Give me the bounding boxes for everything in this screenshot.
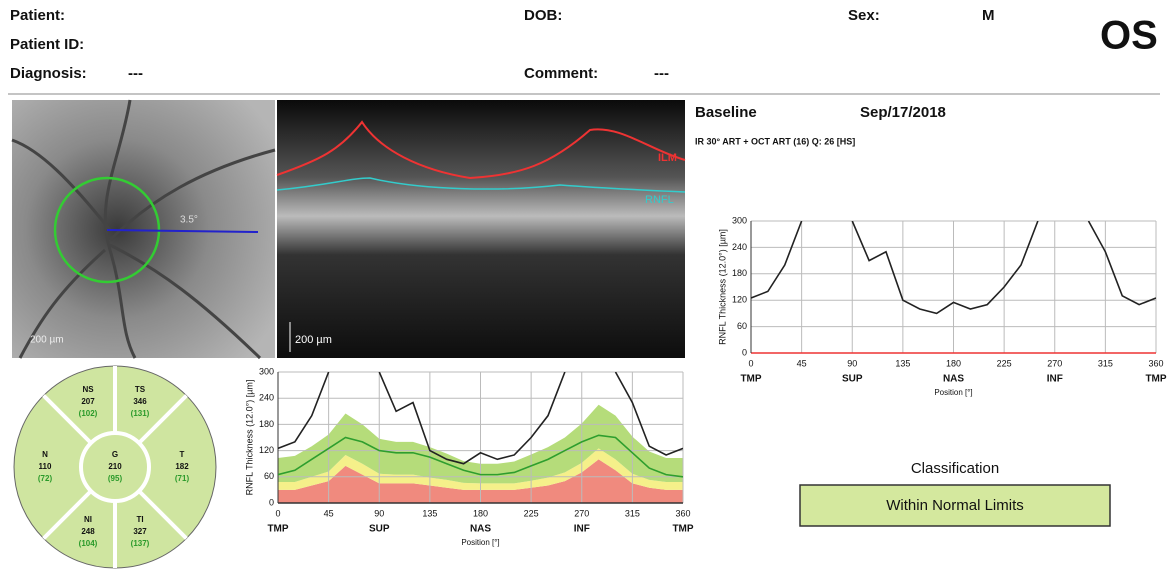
scale: 200 µm — [30, 335, 64, 346]
label: Patient: — [10, 7, 65, 24]
sector-normal: (71) — [175, 474, 190, 483]
y-tick-label: 300 — [732, 215, 747, 225]
y-tick-label: 120 — [732, 295, 747, 305]
x-tick-label: 270 — [574, 508, 589, 518]
sector-value: 248 — [81, 527, 95, 536]
x-tick-label: 135 — [422, 508, 437, 518]
sector-normal: (72) — [38, 474, 53, 483]
sector-normal: (104) — [79, 539, 98, 548]
x-tick-label: 180 — [473, 508, 488, 518]
sector-label: NAS — [943, 374, 964, 385]
sector-value: 327 — [133, 527, 147, 536]
x-axis-label: Position [°] — [461, 538, 499, 547]
y-axis-label: RNFL Thickness (12.0°) [µm] — [717, 229, 727, 345]
label: DOB: — [524, 7, 562, 24]
sector-label: TMP — [740, 374, 761, 385]
sector-value: 110 — [39, 462, 52, 471]
y-tick-label: 0 — [269, 497, 274, 507]
x-tick-label: 90 — [374, 508, 384, 518]
ilm-line — [276, 120, 686, 180]
y-tick-label: 300 — [259, 366, 274, 376]
ilm-label: ILM — [658, 152, 677, 164]
sector-label: TMP — [267, 524, 288, 535]
arrow — [106, 229, 259, 233]
y-tick-label: 180 — [732, 268, 747, 278]
value: --- — [128, 65, 143, 82]
sector-label: TS — [135, 385, 146, 394]
sector-value: 207 — [81, 397, 95, 406]
value: --- — [654, 65, 669, 82]
classification-result: Within Normal Limits — [886, 497, 1024, 514]
classification-box — [799, 484, 1111, 527]
sector-label: T — [180, 450, 185, 459]
sector-normal: (137) — [131, 539, 150, 548]
y-tick-label: 60 — [264, 471, 274, 481]
sector-label: G — [112, 450, 118, 459]
rnfl-line — [276, 177, 686, 193]
y-tick-label: 240 — [259, 393, 274, 403]
label: Patient ID: — [10, 36, 84, 53]
sector-label: TMP — [1145, 374, 1166, 385]
vessels — [11, 99, 276, 360]
y-tick-label: 120 — [259, 445, 274, 455]
sector-diagram: NS 207 (102) TS 346 (131) N 110 (72) G 210 (95) T 182… — [13, 365, 217, 569]
sector-dividers — [42, 366, 188, 568]
sector-normal: (131) — [131, 409, 150, 418]
exam-date: Sep/17/2018 — [860, 104, 946, 121]
x-tick-label: 45 — [797, 358, 807, 368]
y-tick-label: 0 — [742, 347, 747, 357]
exam-label: Baseline — [695, 104, 757, 121]
angle: 3.5° — [180, 215, 198, 226]
sector-normal: (102) — [79, 409, 98, 418]
sector-label: NI — [84, 515, 92, 524]
x-tick-label: 315 — [1098, 358, 1113, 368]
label: Diagnosis: — [10, 65, 87, 82]
sector-normal: (95) — [108, 474, 123, 483]
label: Comment: — [524, 65, 598, 82]
sector-value: 182 — [175, 462, 189, 471]
x-tick-label: 0 — [275, 508, 280, 518]
sector-label: TMP — [672, 524, 693, 535]
sector-label: SUP — [842, 374, 863, 385]
x-tick-label: 225 — [997, 358, 1012, 368]
eye: OS — [1100, 14, 1158, 58]
oct-image — [277, 100, 685, 358]
y-tick-label: 60 — [737, 321, 747, 331]
sector-label: NAS — [470, 524, 491, 535]
line — [278, 372, 683, 465]
rnfl-label: RNFL — [645, 194, 674, 206]
x-tick-label: 180 — [946, 358, 961, 368]
sector-label: NS — [82, 385, 94, 394]
x-tick-label: 90 — [847, 358, 857, 368]
x-tick-label: 360 — [1148, 358, 1163, 368]
protocol: IR 30° ART + OCT ART (16) Q: 26 [HS] — [695, 136, 855, 146]
y-tick-label: 180 — [259, 419, 274, 429]
scale: 200 µm — [295, 334, 332, 346]
x-axis-label: Position [°] — [934, 388, 972, 397]
sector-label: N — [42, 450, 48, 459]
sector-value: 346 — [133, 397, 147, 406]
x-tick-label: 315 — [625, 508, 640, 518]
sector-label: INF — [574, 524, 590, 535]
label: Sex: — [848, 7, 880, 24]
sector-value: 210 — [108, 462, 122, 471]
x-tick-label: 270 — [1047, 358, 1062, 368]
value: M — [982, 7, 995, 24]
sector-label: TI — [136, 515, 143, 524]
x-tick-label: 360 — [675, 508, 690, 518]
sector-label: INF — [1047, 374, 1063, 385]
classification-title: Classification — [911, 460, 999, 477]
x-tick-label: 0 — [748, 358, 753, 368]
y-tick-label: 240 — [732, 242, 747, 252]
fundus-image — [12, 100, 275, 358]
line — [278, 434, 683, 478]
x-tick-label: 135 — [895, 358, 910, 368]
line — [751, 221, 1156, 315]
x-tick-label: 45 — [324, 508, 334, 518]
y-axis-label: RNFL Thickness (12.0°) [µm] — [244, 380, 254, 496]
sector-label: SUP — [369, 524, 390, 535]
x-tick-label: 225 — [524, 508, 539, 518]
